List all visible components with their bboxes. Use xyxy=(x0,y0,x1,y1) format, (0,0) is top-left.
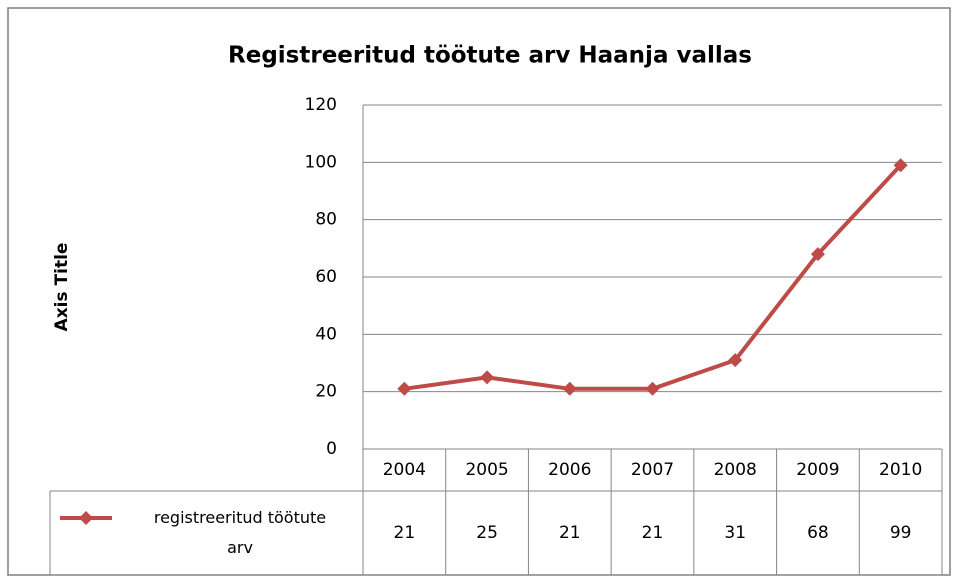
x-tick-label: 2007 xyxy=(631,460,674,480)
table-value: 21 xyxy=(559,523,581,543)
table-value: 21 xyxy=(394,523,416,543)
x-tick-label: 2010 xyxy=(879,460,922,480)
y-tick-label: 40 xyxy=(315,324,337,344)
marker xyxy=(480,370,495,385)
x-tick-label: 2005 xyxy=(465,460,508,480)
legend-label: registreeritud töötute arv xyxy=(154,508,326,557)
y-tick-label: 80 xyxy=(315,210,337,230)
x-tick-label: 2004 xyxy=(383,460,426,480)
x-tick-label: 2009 xyxy=(796,460,839,480)
marker xyxy=(397,381,412,396)
y-tick-label: 120 xyxy=(305,95,337,115)
legend-marker xyxy=(79,511,93,525)
y-tick-label: 60 xyxy=(315,267,337,287)
marker xyxy=(810,247,825,262)
table-value: 25 xyxy=(476,523,498,543)
y-tick-label: 20 xyxy=(315,382,337,402)
y-tick-label: 0 xyxy=(326,439,337,459)
marker xyxy=(728,353,743,368)
marker xyxy=(562,381,577,396)
marker xyxy=(645,381,660,396)
marker xyxy=(893,158,908,173)
y-tick-label: 100 xyxy=(305,152,337,172)
y-axis-title: Axis Title xyxy=(52,243,72,332)
chart-title: Registreeritud töötute arv Haanja vallas xyxy=(228,43,752,69)
table-value: 21 xyxy=(642,523,664,543)
x-tick-label: 2006 xyxy=(548,460,591,480)
x-tick-label: 2008 xyxy=(714,460,757,480)
table-value: 31 xyxy=(724,523,746,543)
table-value: 99 xyxy=(890,523,912,543)
chart-border xyxy=(7,7,951,576)
table-value: 68 xyxy=(807,523,829,543)
